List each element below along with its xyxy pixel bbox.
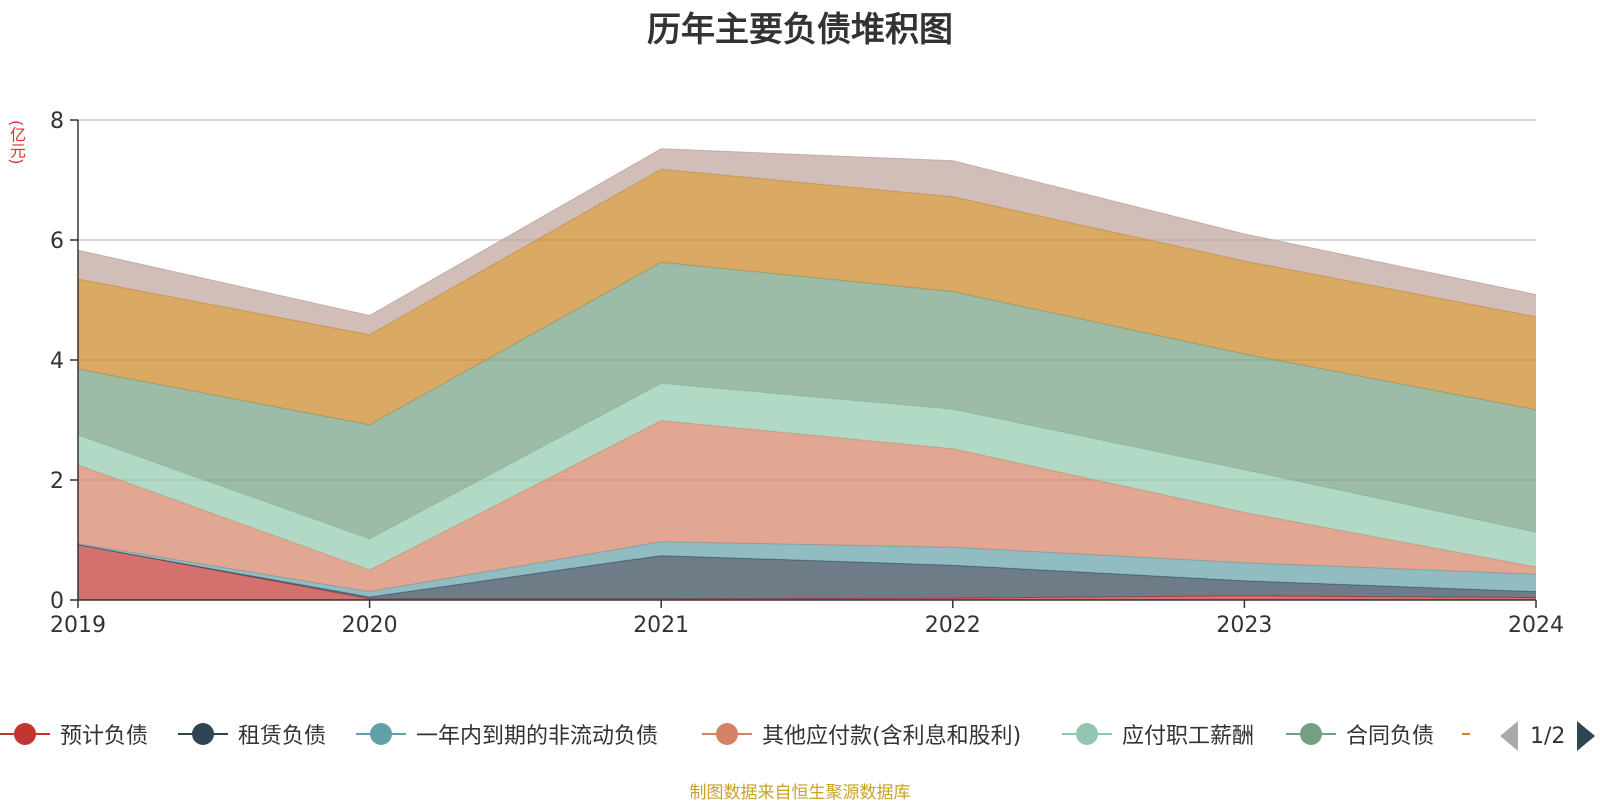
x-tick-label-2024: 2024	[1508, 613, 1564, 638]
legend-marker-dot	[192, 723, 214, 745]
legend-marker-line	[1462, 733, 1470, 735]
legend-marker-dot	[14, 723, 36, 745]
y-tick-label-2: 2	[50, 469, 64, 494]
legend-marker-icon	[178, 722, 228, 746]
x-tick-label-2022: 2022	[925, 613, 981, 638]
x-tick-label-2021: 2021	[633, 613, 689, 638]
legend-next-page-button[interactable]	[1577, 721, 1596, 751]
legend-marker-icon	[1462, 722, 1470, 746]
legend-marker-icon	[1062, 722, 1112, 746]
legend-item[interactable]: 应付账款	[1462, 712, 1470, 756]
legend-marker-dot	[716, 723, 738, 745]
legend-marker-dot	[1300, 723, 1322, 745]
legend-item-label: 其他应付款(含利息和股利)	[762, 724, 1022, 749]
chart-title: 历年主要负债堆积图	[647, 10, 953, 50]
legend-marker-dot	[370, 723, 392, 745]
y-tick-label-0: 0	[50, 589, 64, 614]
x-tick-label-2023: 2023	[1216, 613, 1272, 638]
area-series-3	[78, 420, 1536, 592]
y-tick-label-8: 8	[50, 109, 64, 134]
legend-item[interactable]: 应付职工薪酬	[1062, 712, 1254, 756]
area-series-2	[78, 541, 1536, 597]
source-note: 制图数据来自恒生聚源数据库	[689, 783, 911, 803]
x-tick-label-2020: 2020	[342, 613, 398, 638]
legend-marker-icon	[1286, 722, 1336, 746]
legend-prev-page-button[interactable]	[1500, 721, 1518, 751]
chart-plot: 0 2 4 6 8 2019 2020 2021 2022 2023 2024	[50, 109, 1564, 638]
legend-item[interactable]: 预计负债	[0, 712, 148, 756]
area-series-4	[78, 383, 1536, 570]
legend-marker-icon	[356, 722, 406, 746]
legend-item[interactable]: 租赁负债	[178, 712, 326, 756]
legend-pager: 1/2	[1500, 716, 1600, 756]
legend-marker-dot	[1076, 723, 1098, 745]
legend-item-label: 租赁负债	[238, 724, 327, 749]
legend: 预计负债 租赁负债 一年内到期的非流动负债 其他应付款(含利息和股利) 应付职工薪酬 合同…	[0, 712, 1470, 756]
series-line-7	[77, 148, 1537, 317]
legend-marker-icon	[0, 722, 50, 746]
area-series-0	[78, 544, 1536, 600]
legend-item[interactable]: 一年内到期的非流动负债	[356, 712, 658, 756]
legend-page-indicator: 1/2	[1530, 723, 1566, 749]
y-axis-unit-label: (亿元)	[7, 120, 26, 165]
area-series-6	[78, 169, 1536, 425]
legend-item-label: 合同负债	[1346, 724, 1435, 749]
area-series-5	[78, 262, 1536, 539]
legend-item-label: 应付职工薪酬	[1122, 724, 1255, 749]
x-tick-label-2019: 2019	[50, 613, 106, 638]
area-series-1	[78, 544, 1536, 599]
legend-marker-icon	[702, 722, 752, 746]
legend-item[interactable]: 其他应付款(含利息和股利)	[702, 712, 1021, 756]
legend-item[interactable]: 合同负债	[1286, 712, 1434, 756]
legend-item-label: 预计负债	[60, 724, 149, 749]
area-series-7	[78, 148, 1536, 335]
y-tick-label-4: 4	[50, 349, 64, 374]
legend-item-label: 一年内到期的非流动负债	[416, 724, 659, 749]
y-tick-label-6: 6	[50, 229, 64, 254]
